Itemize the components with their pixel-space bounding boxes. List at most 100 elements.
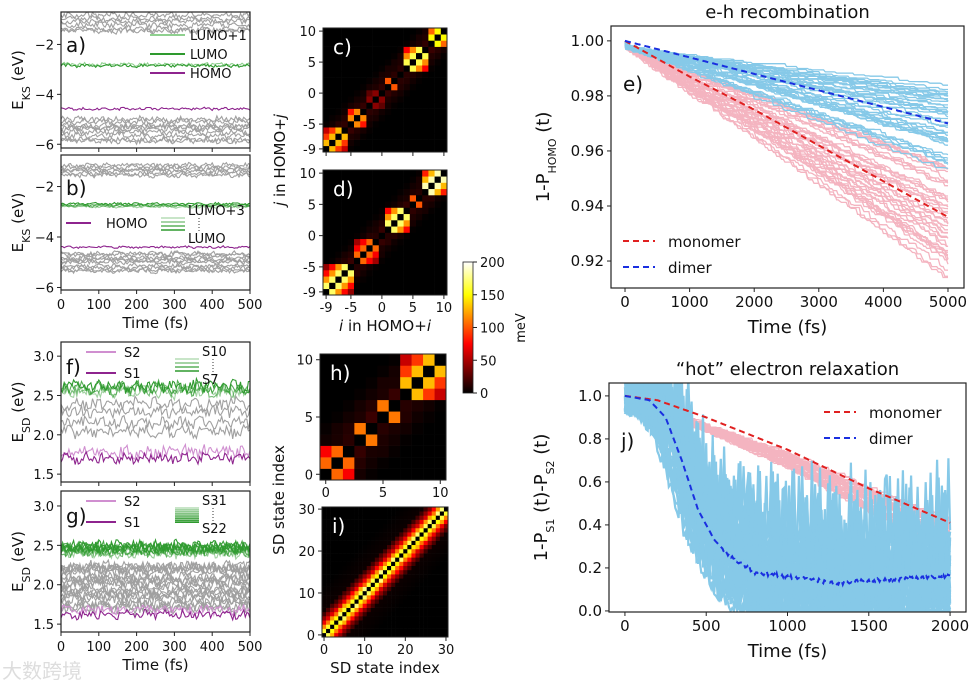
heatmap-cell bbox=[397, 201, 404, 208]
heatmap-cell bbox=[374, 548, 380, 554]
trace-others-lower- bbox=[61, 121, 250, 131]
heatmap-cell bbox=[387, 620, 392, 625]
heatmap-cell bbox=[378, 540, 384, 546]
heatmap-cell bbox=[366, 108, 373, 116]
heatmap-cell bbox=[391, 257, 398, 265]
heatmap-cell bbox=[362, 599, 368, 604]
heatmap-cell bbox=[419, 540, 424, 546]
heatmap-cell bbox=[439, 507, 445, 512]
heatmap-cell bbox=[354, 270, 361, 277]
heatmap-cell bbox=[366, 595, 372, 600]
heatmap-cell bbox=[362, 582, 368, 587]
heatmap-cell bbox=[431, 544, 437, 550]
y-tick-label: 2.0 bbox=[33, 579, 54, 594]
heatmap-cell bbox=[411, 434, 424, 446]
axes-frame-g bbox=[60, 490, 251, 633]
heatmap-cell bbox=[395, 553, 400, 558]
heatmap-cell bbox=[354, 108, 361, 116]
heatmap-cell bbox=[409, 96, 417, 103]
trace-others-upper- bbox=[61, 169, 250, 177]
heatmap-cell bbox=[419, 515, 424, 520]
heatmap-cell bbox=[366, 599, 372, 604]
heatmap-cell bbox=[342, 586, 347, 592]
heatmap-cell bbox=[422, 102, 429, 109]
heatmap-cell bbox=[434, 232, 442, 240]
heatmap-cell bbox=[326, 607, 331, 613]
heatmap-cell bbox=[399, 590, 404, 596]
heatmap-cell bbox=[419, 548, 424, 554]
heatmap-cell bbox=[434, 445, 447, 458]
heatmap-cell bbox=[341, 195, 349, 202]
heatmap-cell bbox=[347, 220, 355, 227]
heatmap-cell bbox=[423, 354, 435, 366]
heatmap-cell bbox=[370, 599, 376, 604]
heatmap-cell bbox=[323, 46, 330, 54]
heatmap-cell bbox=[378, 213, 386, 221]
heatmap-cell bbox=[334, 620, 339, 625]
heatmap-cell bbox=[346, 590, 351, 596]
heatmap-cell bbox=[334, 553, 339, 558]
heatmap-cell bbox=[382, 519, 388, 525]
heatmap-cell bbox=[338, 511, 343, 516]
heatmap-cell bbox=[411, 586, 416, 592]
heatmap-cell bbox=[416, 245, 423, 252]
heatmap-cell bbox=[385, 133, 392, 140]
heatmap-cell bbox=[427, 548, 433, 554]
heatmap-cell bbox=[419, 536, 424, 541]
heatmap-cell bbox=[382, 507, 388, 512]
heatmap-cell bbox=[354, 519, 359, 525]
x-tick-label: 1500 bbox=[850, 617, 888, 635]
heatmap-cell bbox=[388, 399, 401, 412]
heatmap-cell bbox=[378, 133, 386, 140]
heatmap-cell bbox=[434, 188, 442, 196]
heatmap-cell bbox=[322, 620, 327, 625]
heatmap-cell bbox=[403, 238, 411, 246]
heatmap-cell bbox=[341, 188, 349, 196]
heatmap-cell bbox=[399, 544, 404, 550]
axes-frame-b bbox=[60, 154, 251, 291]
heatmap-cell bbox=[434, 59, 442, 66]
heatmap-cell bbox=[415, 611, 420, 617]
heatmap-cell bbox=[416, 90, 423, 97]
heatmap-cell bbox=[365, 365, 378, 378]
y-axis-label: 1-PHOMO (t) bbox=[533, 112, 559, 203]
y-axis-label-part: in HOMO+ bbox=[271, 118, 289, 202]
heatmap-cell bbox=[395, 586, 400, 592]
trace-others-lower- bbox=[61, 263, 250, 272]
heatmap-cell bbox=[411, 515, 416, 520]
heatmap-cell bbox=[347, 108, 355, 116]
heatmap-cell bbox=[435, 578, 441, 583]
colorbar bbox=[462, 261, 474, 394]
heatmap-cell bbox=[399, 527, 404, 533]
heatmap-cell bbox=[335, 46, 342, 54]
heatmap-cell bbox=[440, 46, 448, 54]
heatmap-cell bbox=[366, 263, 373, 271]
legend-label: S2 bbox=[124, 346, 141, 361]
heatmap-cell bbox=[330, 624, 335, 629]
legend-label: dimer bbox=[668, 259, 713, 277]
y-axis-label: ESD (eV) bbox=[9, 531, 33, 592]
y-tick-label: 5 bbox=[305, 411, 313, 426]
heatmap-cell bbox=[354, 28, 361, 35]
heatmap-cell bbox=[354, 565, 359, 571]
heatmap-cell bbox=[347, 207, 355, 215]
heatmap-cell bbox=[354, 182, 361, 190]
heatmap-cell bbox=[440, 201, 448, 208]
heatmap-cell bbox=[409, 238, 417, 246]
heatmap-cell bbox=[362, 632, 368, 638]
heatmap-cell bbox=[407, 561, 412, 567]
heatmap-cell bbox=[397, 59, 404, 66]
heatmap-cell bbox=[378, 238, 386, 246]
heatmap-cell bbox=[395, 527, 400, 533]
heatmap-cell bbox=[415, 519, 420, 525]
axes-frame-c bbox=[322, 27, 448, 153]
heatmap-cell bbox=[350, 595, 355, 600]
heatmap-cell bbox=[403, 46, 411, 54]
heatmap-cell bbox=[323, 257, 330, 265]
heatmap-cell bbox=[330, 540, 335, 546]
heatmap-cell bbox=[354, 46, 361, 54]
heatmap-cell bbox=[428, 121, 435, 128]
heatmap-cell bbox=[331, 399, 344, 412]
heatmap-cell bbox=[397, 232, 404, 240]
heatmap-cell bbox=[341, 133, 349, 140]
